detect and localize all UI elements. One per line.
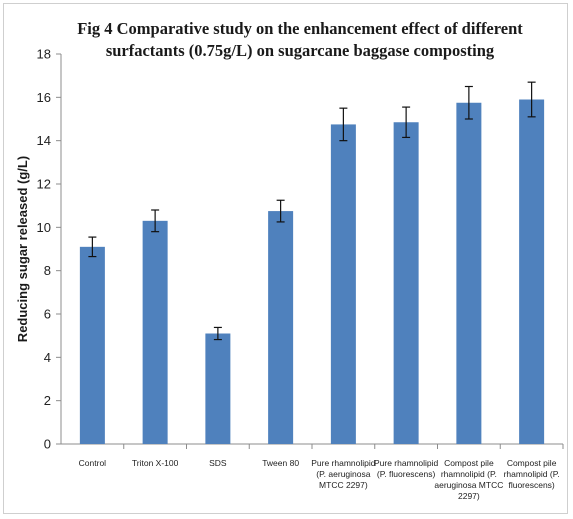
x-tick-label-line: aeruginosa MTCC xyxy=(434,480,503,490)
x-tick-label-line: Compost pile xyxy=(444,458,494,468)
x-tick-label: Compost pile rhamnolipid (P. fluorescens) xyxy=(504,458,560,490)
figure-border xyxy=(3,3,568,514)
x-tick-label-line: Triton X-100 xyxy=(132,458,179,468)
y-tick-label: 10 xyxy=(37,220,51,235)
y-tick-label: 4 xyxy=(44,350,51,365)
bar xyxy=(268,211,294,444)
x-tick-label: Tween 80 xyxy=(262,458,299,468)
chart-title-line-2: surfactants (0.75g/L) on sugarcane bagga… xyxy=(105,41,495,60)
x-tick-label-line: (P. fluorescens) xyxy=(377,469,436,479)
x-tick-label-line: SDS xyxy=(209,458,227,468)
y-tick-label: 6 xyxy=(44,307,51,322)
x-tick-label-line: Pure rhamnolipid xyxy=(311,458,376,468)
bar xyxy=(205,333,231,444)
x-tick-label-line: fluorescens) xyxy=(508,480,554,490)
chart-title-line-1: Fig 4 Comparative study on the enhanceme… xyxy=(77,19,523,38)
y-tick-label: 0 xyxy=(44,437,51,452)
bar xyxy=(142,220,168,444)
x-tick-label-line: rhamnolipid (P. xyxy=(504,469,560,479)
x-tick-label-line: Pure rhamnolipid xyxy=(374,458,439,468)
x-tick-label-line: Compost pile xyxy=(507,458,557,468)
bar xyxy=(456,102,482,444)
x-tick-label: Compost pile rhamnolipid (P. aeruginosa MT… xyxy=(434,458,503,501)
x-tick-label: Control xyxy=(79,458,107,468)
y-axis-title: Reducing sugar released (g/L) xyxy=(15,156,30,342)
x-tick-label-line: rhamnolipid (P. xyxy=(441,469,497,479)
y-tick-label: 14 xyxy=(37,133,51,148)
x-tick-label: SDS xyxy=(209,458,227,468)
x-tick-label-line: 2297) xyxy=(458,491,480,501)
x-tick-label-line: (P. aeruginosa xyxy=(316,469,370,479)
y-tick-label: 18 xyxy=(37,47,51,62)
x-tick-label: Triton X-100 xyxy=(132,458,179,468)
y-tick-label: 16 xyxy=(37,90,51,105)
y-tick-label: 8 xyxy=(44,263,51,278)
x-tick-label-line: MTCC 2297) xyxy=(319,480,368,490)
y-tick-label: 12 xyxy=(37,177,51,192)
x-tick-label: Pure rhamnolipid (P. fluorescens) xyxy=(374,458,439,479)
x-tick-label-line: Tween 80 xyxy=(262,458,299,468)
bar xyxy=(79,246,105,444)
bar xyxy=(393,122,419,444)
x-tick-label: Pure rhamnolipid (P. aeruginosa MTCC 2297) xyxy=(311,458,376,490)
x-tick-label-line: Control xyxy=(79,458,107,468)
y-tick-label: 2 xyxy=(44,393,51,408)
bar xyxy=(330,124,356,445)
bar xyxy=(519,99,545,444)
